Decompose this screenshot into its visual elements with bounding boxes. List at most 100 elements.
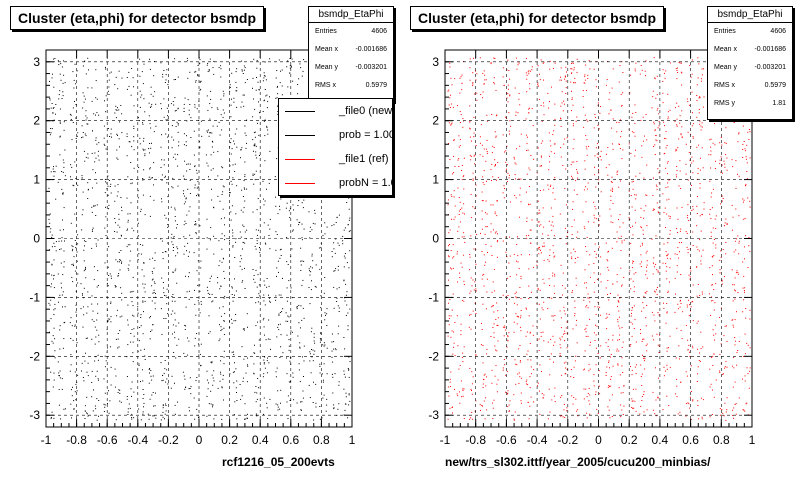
data-point (153, 415, 155, 417)
data-point (482, 176, 484, 178)
data-point (689, 65, 691, 67)
data-point (542, 331, 544, 333)
data-point (127, 344, 129, 346)
data-point (714, 144, 716, 146)
data-point (246, 119, 248, 121)
data-point (528, 167, 530, 169)
data-point (610, 221, 612, 223)
data-point (531, 219, 533, 221)
y-tick-label: -1 (29, 290, 40, 304)
data-point (51, 340, 53, 342)
data-point (333, 307, 335, 309)
data-point (552, 134, 554, 135)
data-point (254, 131, 256, 133)
data-point (241, 147, 243, 149)
data-point (528, 234, 530, 236)
data-point (748, 245, 750, 247)
data-point (618, 143, 620, 145)
data-point (548, 107, 550, 109)
data-point (194, 224, 196, 226)
data-point (572, 104, 574, 106)
data-point (484, 233, 486, 235)
data-point (610, 378, 612, 380)
data-point (699, 157, 701, 159)
data-point (299, 347, 301, 349)
data-point (184, 220, 186, 222)
data-point (496, 383, 498, 385)
data-point (133, 136, 135, 138)
data-point (537, 65, 539, 67)
data-point (280, 402, 281, 404)
data-point (734, 340, 736, 342)
data-point (686, 304, 688, 306)
data-point (554, 103, 556, 105)
data-point (462, 395, 464, 397)
data-point (719, 414, 721, 416)
data-point (196, 169, 198, 171)
data-point (616, 241, 618, 243)
data-point (152, 257, 154, 259)
data-point (107, 128, 109, 129)
data-point (735, 272, 737, 274)
data-point (61, 188, 63, 190)
data-point (507, 88, 509, 90)
data-point (278, 324, 279, 326)
data-point (640, 405, 642, 407)
data-point (82, 306, 84, 308)
data-point (642, 233, 644, 235)
data-point (584, 282, 585, 284)
data-point (513, 418, 515, 420)
data-point (142, 178, 144, 179)
data-point (187, 354, 189, 356)
data-point (258, 339, 260, 341)
data-point (151, 379, 153, 381)
data-point (252, 87, 253, 89)
data-point (696, 146, 698, 148)
data-point (242, 73, 244, 74)
data-point (234, 171, 236, 172)
data-point (348, 208, 350, 210)
data-point (639, 413, 641, 415)
data-point (539, 165, 541, 167)
data-point (641, 400, 643, 401)
data-point (543, 340, 545, 342)
data-point (505, 150, 507, 152)
data-point (121, 206, 122, 208)
data-point (114, 200, 116, 202)
data-point (269, 398, 271, 400)
data-point (733, 284, 735, 286)
data-point (137, 197, 139, 199)
data-point (630, 152, 632, 154)
data-point (143, 287, 145, 289)
data-point (471, 390, 472, 391)
data-point (94, 343, 96, 345)
data-point (253, 98, 254, 100)
data-point (607, 174, 609, 176)
data-point (258, 89, 260, 91)
data-point (309, 353, 311, 355)
data-point (338, 311, 340, 312)
data-point (177, 154, 179, 156)
data-point (659, 334, 660, 336)
data-point (74, 324, 76, 326)
data-point (586, 139, 588, 141)
data-point (143, 140, 144, 142)
data-point (597, 301, 599, 303)
data-point (585, 201, 587, 203)
data-point (644, 70, 646, 72)
data-point (571, 258, 573, 260)
data-point (607, 386, 609, 388)
data-point (211, 301, 213, 303)
data-point (196, 270, 198, 272)
data-point (597, 306, 599, 308)
data-point (137, 222, 139, 224)
data-point (119, 121, 120, 123)
scatter-points (447, 57, 751, 421)
data-point (737, 121, 739, 122)
data-point (540, 105, 542, 106)
data-point (297, 84, 299, 85)
data-point (519, 326, 521, 328)
data-point (666, 255, 668, 257)
data-point (253, 150, 254, 152)
data-point (230, 219, 232, 221)
